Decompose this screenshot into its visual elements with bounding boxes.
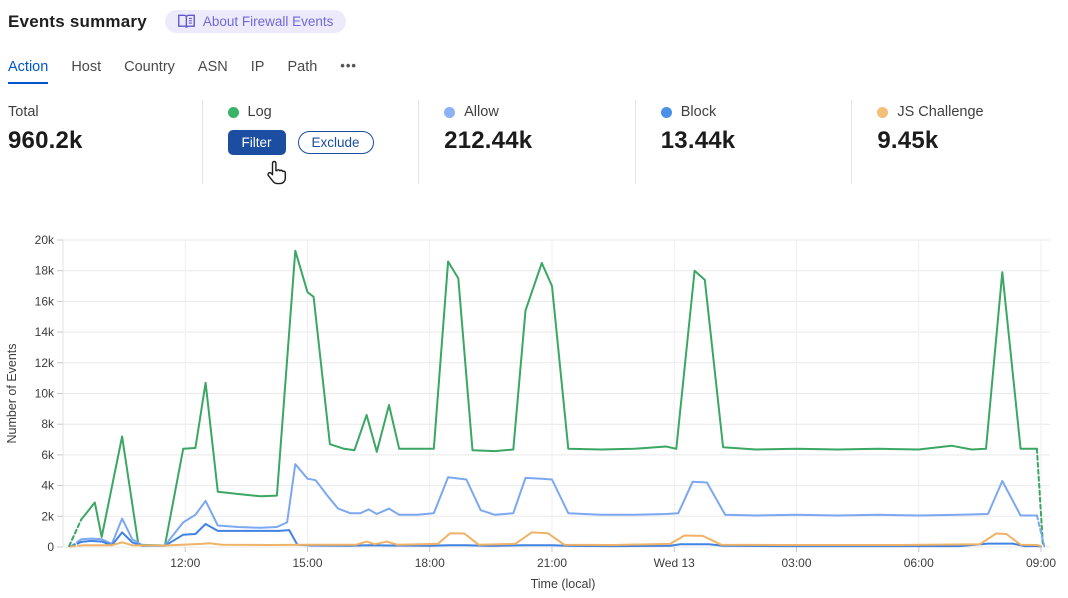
block-legend-dot (660, 106, 672, 118)
y-tick-label: 14k (35, 325, 55, 339)
total-label: Total (8, 104, 39, 120)
y-tick-label: 4k (41, 479, 55, 493)
x-tick-label: 15:00 (292, 556, 322, 570)
js-challenge-legend-dot (877, 106, 889, 118)
total-value: 960.2k (8, 127, 83, 154)
x-tick-label: 06:00 (904, 556, 934, 570)
series-allow-dashed-end (1035, 514, 1046, 548)
tab-host[interactable]: Host (71, 59, 102, 75)
allow-label: Allow (464, 104, 499, 120)
page-title: Events summary (8, 11, 147, 31)
x-axis-title: Time (local) (531, 577, 596, 591)
log-label: Log (247, 104, 272, 120)
allow-value: 212.44k (444, 127, 533, 154)
tab-path[interactable]: Path (287, 59, 318, 75)
dimension-tabs: Action Host Country ASN IP Path ••• (8, 58, 357, 84)
js-challenge-label: JS Challenge (897, 104, 984, 120)
y-tick-label: 20k (35, 233, 55, 247)
tab-action[interactable]: Action (8, 59, 49, 84)
y-tick-label: 12k (35, 356, 55, 370)
series-js-challenge-dashed-start (70, 544, 85, 548)
stat-allow: Allow 212.44k (418, 100, 635, 184)
series-block-line (80, 523, 1038, 548)
block-label: Block (680, 104, 717, 120)
allow-legend-dot (444, 106, 456, 118)
series-js-challenge-line (82, 531, 1038, 547)
js-challenge-value: 9.45k (877, 127, 939, 154)
log-legend-dot (227, 106, 239, 118)
x-tick-label: 03:00 (781, 556, 811, 570)
book-icon (177, 14, 195, 29)
y-axis-title: Number of Events (5, 343, 19, 443)
series-log-line (80, 249, 1038, 547)
y-tick-label: 8k (41, 417, 55, 431)
x-tick-label: Wed 13 (654, 556, 695, 570)
x-tick-label: 21:00 (537, 556, 567, 570)
block-value: 13.44k (660, 127, 736, 154)
y-tick-label: 10k (35, 387, 55, 401)
stat-js-challenge: JS Challenge 9.45k (851, 100, 1068, 184)
x-tick-label: 09:00 (1026, 556, 1056, 570)
tab-ip[interactable]: IP (250, 59, 265, 75)
x-tick-label: 18:00 (415, 556, 445, 570)
y-tick-label: 0 (47, 540, 54, 554)
about-firewall-events-label: About Firewall Events (202, 14, 334, 29)
tabs-more-button[interactable]: ••• (340, 58, 357, 73)
y-tick-label: 18k (35, 264, 55, 278)
series-allow-line (80, 463, 1038, 547)
stat-block: Block 13.44k (634, 100, 852, 184)
series-log-dashed-end (1035, 447, 1044, 548)
header: Events summary About Firewall Events (8, 10, 347, 33)
tab-country[interactable]: Country (124, 59, 175, 75)
series-log-dashed-start (68, 518, 83, 548)
y-tick-label: 2k (41, 509, 55, 523)
x-tick-label: 12:00 (170, 556, 200, 570)
events-time-series-chart: 0 2k 4k 6k 8k 10k 12k 14k 16k 18k 20k 12:00 15:00 18:… (5, 233, 1056, 591)
series-js-challenge-dashed-end (1035, 544, 1044, 548)
stat-total: Total 960.2k (0, 100, 202, 184)
stat-log: Log Filter Exclude (201, 100, 419, 184)
exclude-button[interactable]: Exclude (297, 131, 374, 154)
tab-asn[interactable]: ASN (197, 59, 228, 75)
filter-button[interactable]: Filter (227, 130, 286, 155)
y-tick-label: 16k (35, 294, 55, 308)
about-firewall-events-badge[interactable]: About Firewall Events (164, 10, 347, 33)
stats-row: Total 960.2k Log Filter Exclude Allow 21… (0, 100, 1068, 184)
y-tick-label: 6k (41, 448, 55, 462)
